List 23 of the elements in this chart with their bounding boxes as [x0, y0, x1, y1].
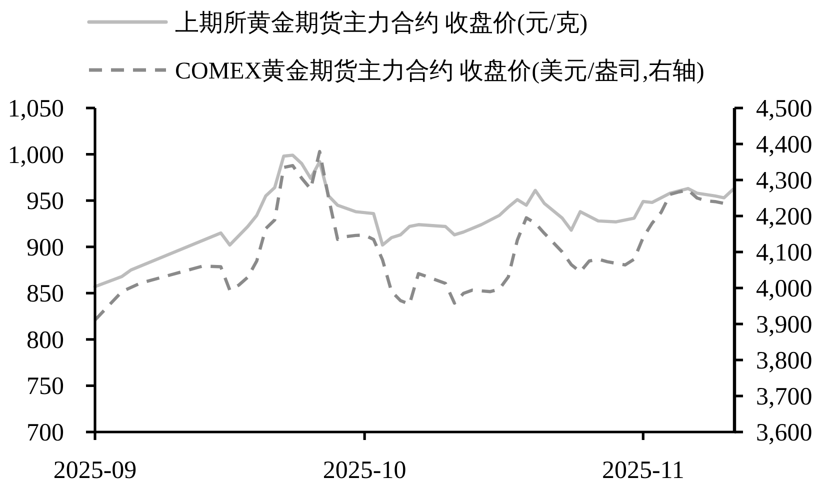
y2-tick-label: 4,400 — [756, 132, 812, 158]
x-tick-label: 2025-09 — [53, 457, 137, 483]
x-tick-label: 2025-10 — [322, 457, 406, 483]
y2-tick-label: 4,100 — [756, 240, 812, 266]
x-tick-label: 2025-11 — [602, 457, 684, 483]
y2-tick-label: 3,600 — [756, 420, 812, 446]
y-tick-label: 900 — [26, 234, 64, 262]
y2-tick-label: 3,700 — [756, 384, 812, 410]
y2-tick-label: 4,500 — [756, 96, 812, 122]
y-tick-label: 850 — [26, 280, 64, 308]
y-tick-label: 1,000 — [8, 142, 64, 169]
y-tick-label: 800 — [26, 326, 64, 354]
legend-label: COMEX黄金期货主力合约 收盘价(美元/盎司,右轴) — [175, 58, 704, 84]
y-tick-label: 700 — [26, 420, 64, 446]
y2-tick-label: 4,300 — [756, 168, 812, 194]
legend-label: 上期所黄金期货主力合约 收盘价(元/克) — [175, 10, 588, 36]
y2-tick-label: 3,800 — [756, 348, 812, 374]
y2-tick-label: 4,200 — [756, 204, 812, 230]
y2-tick-label: 4,000 — [756, 276, 812, 302]
y-tick-label: 1,050 — [8, 96, 64, 122]
y-tick-label: 750 — [26, 373, 64, 400]
y2-tick-label: 3,900 — [756, 312, 812, 338]
y-tick-label: 950 — [26, 188, 64, 216]
